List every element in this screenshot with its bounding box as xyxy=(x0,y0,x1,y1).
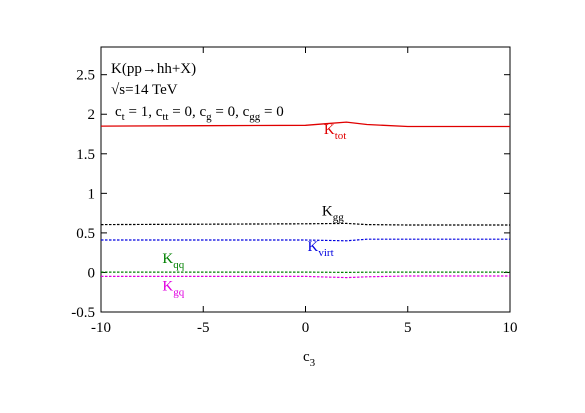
series-line-tot xyxy=(100,121,510,128)
y-tick-label: 1 xyxy=(88,186,96,202)
x-axis-label: c3 xyxy=(303,349,316,369)
series-label-qq: Kqq xyxy=(162,251,184,271)
couplings-annotation: ct = 1, ctt = 0, cg = 0, cgg = 0 xyxy=(115,104,284,123)
y-tick-label: 2 xyxy=(88,107,96,123)
axis-ticks: -10 -5 0 5 10 -0.5 0 0.5 1 1.5 2 2.5 xyxy=(71,47,518,336)
x-tick-label: 10 xyxy=(503,320,518,336)
series-label-tot: Ktot xyxy=(324,122,346,142)
process-annotation: K(pp→hh+X) xyxy=(111,61,196,77)
y-tick-label: 2.5 xyxy=(76,68,95,84)
series-line-virt xyxy=(101,238,510,242)
series-line-gq xyxy=(101,275,510,279)
series-labels: Ktot Kgg Kvirt Kqq Kgq xyxy=(162,122,346,299)
x-tick-label: 0 xyxy=(302,320,310,336)
series-label-virt: Kvirt xyxy=(308,239,334,259)
x-tick-label: 5 xyxy=(404,320,412,336)
energy-annotation: √s=14 TeV xyxy=(111,82,178,98)
x-tick-label: -5 xyxy=(197,320,210,336)
series-line-gg xyxy=(100,222,510,226)
series-layer xyxy=(100,121,510,279)
x-tick-label: -10 xyxy=(91,320,111,336)
y-tick-label: 1.5 xyxy=(76,147,95,163)
series-label-gq: Kgq xyxy=(162,279,184,299)
y-tick-label: 0.5 xyxy=(76,226,95,242)
series-label-gg: Kgg xyxy=(322,203,344,223)
y-tick-label: -0.5 xyxy=(71,305,95,321)
y-tick-label: 0 xyxy=(88,265,96,281)
